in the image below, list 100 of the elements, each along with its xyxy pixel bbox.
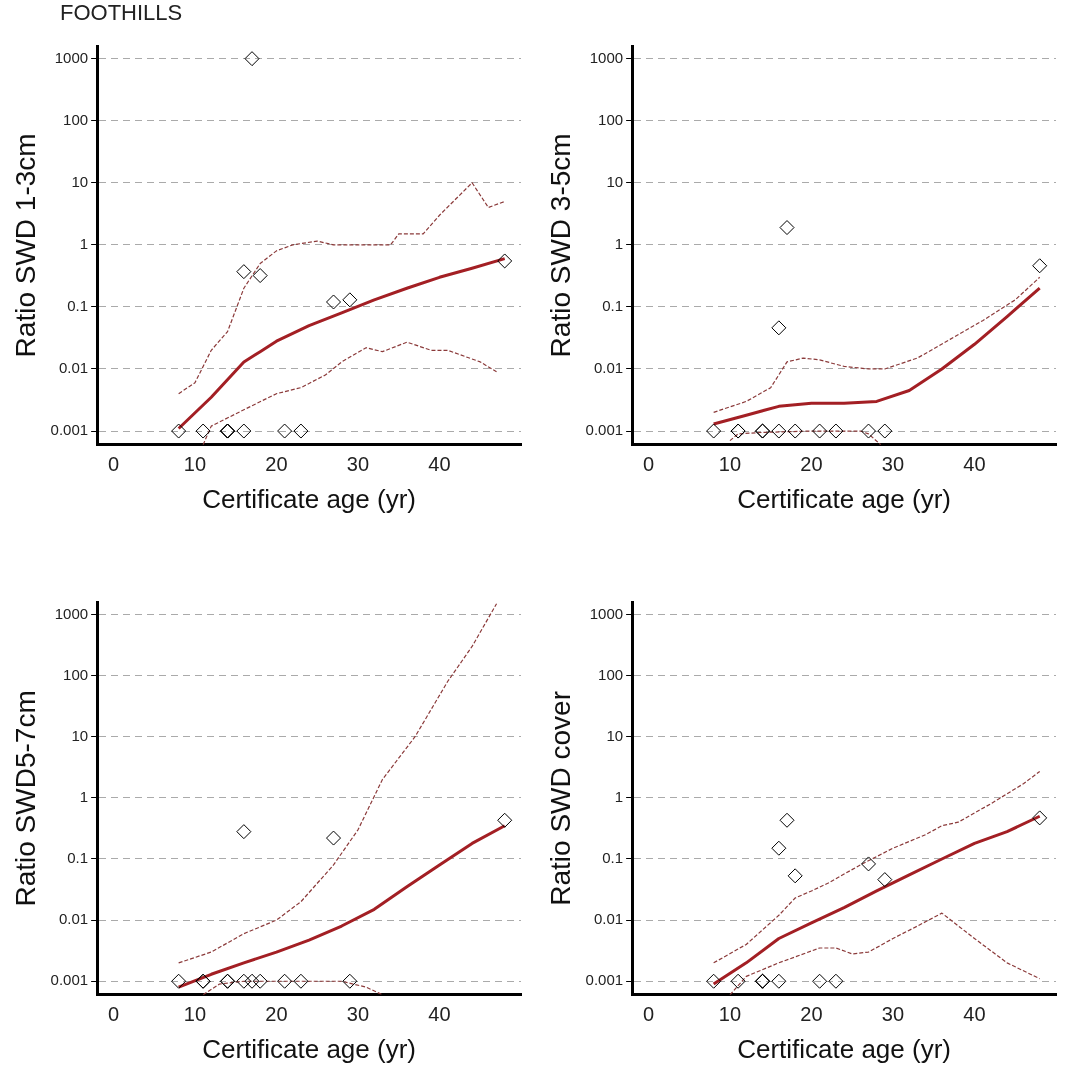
y-tick-label: 0.01	[58, 910, 89, 928]
point	[877, 423, 893, 439]
point	[326, 294, 342, 310]
x-tick-label: 0	[642, 453, 654, 476]
line-series	[178, 603, 498, 964]
point	[342, 973, 358, 989]
chart-title: FOOTHILLS	[60, 0, 183, 26]
point	[195, 423, 211, 439]
y-tick-label: 0.001	[585, 971, 624, 989]
point	[812, 973, 828, 989]
y-tick-label: 0.001	[585, 421, 624, 439]
x-tick-label: 0	[107, 1003, 119, 1026]
point	[812, 423, 828, 439]
point	[244, 51, 260, 67]
x-tick-label: 0	[107, 453, 119, 476]
point	[171, 423, 187, 439]
y-tick-label: 0.01	[593, 910, 624, 928]
x-tick-label: 10	[183, 453, 207, 476]
point	[293, 973, 309, 989]
y-tick-label: 1000	[589, 48, 624, 66]
x-tick-label: 10	[183, 1003, 207, 1026]
x-axis-title: Certificate age (yr)	[737, 483, 951, 514]
point	[171, 973, 187, 989]
point	[236, 824, 252, 840]
point	[877, 872, 893, 888]
y-tick-label: 0.01	[58, 359, 89, 377]
point	[1032, 258, 1048, 274]
y-tick-label: 1	[79, 234, 89, 252]
x-tick-label: 40	[428, 1003, 451, 1026]
y-tick-label: 10	[606, 726, 624, 744]
x-tick-label: 30	[346, 1003, 370, 1026]
point	[828, 973, 844, 989]
x-axis-title: Certificate age (yr)	[737, 1033, 951, 1064]
point	[828, 423, 844, 439]
y-tick-label: 0.1	[602, 297, 624, 315]
y-tick-label: 1	[79, 788, 89, 805]
y-tick-label: 100	[63, 110, 89, 128]
x-tick-label: 20	[265, 1003, 288, 1026]
point	[861, 423, 877, 439]
point	[277, 973, 293, 989]
x-axis-title: Certificate age (yr)	[202, 483, 416, 514]
point	[771, 840, 787, 856]
x-tick-label: 10	[718, 1003, 742, 1026]
point	[730, 973, 746, 989]
point	[779, 220, 795, 236]
y-tick-label: 10	[71, 726, 89, 744]
y-tick-label: 0.01	[593, 359, 624, 377]
y-tick-label: 100	[598, 110, 624, 128]
point	[252, 268, 268, 284]
point	[706, 423, 722, 439]
point	[771, 423, 787, 439]
line-series	[729, 912, 1041, 995]
point	[277, 423, 293, 439]
point	[497, 253, 513, 269]
y-tick-label: 0.001	[50, 421, 89, 439]
y-tick-label: 10	[606, 172, 624, 190]
y-axis-title: Ratio SWD cover	[544, 691, 576, 906]
x-tick-label: 30	[881, 1003, 905, 1026]
point	[497, 812, 513, 828]
y-tick-label: 1	[614, 788, 624, 805]
point	[236, 973, 252, 989]
x-tick-label: 40	[963, 453, 986, 476]
x-tick-label: 20	[800, 1003, 823, 1026]
point	[252, 973, 268, 989]
point	[244, 973, 260, 989]
y-tick-label: 1000	[54, 604, 89, 622]
x-tick-label: 30	[346, 453, 370, 476]
point	[236, 264, 252, 280]
x-tick-label: 30	[881, 453, 905, 476]
point	[771, 320, 787, 336]
x-tick-label: 20	[800, 453, 823, 476]
point	[787, 423, 803, 439]
x-tick-label: 40	[963, 1003, 986, 1026]
x-tick-label: 40	[428, 453, 451, 476]
point	[787, 868, 803, 884]
x-tick-label: 20	[265, 453, 288, 476]
y-tick-label: 10	[71, 172, 89, 190]
y-tick-label: 1000	[589, 604, 624, 622]
x-tick-label: 10	[718, 453, 742, 476]
point	[342, 292, 358, 308]
y-tick-label: 0.1	[67, 297, 89, 315]
y-tick-label: 0.1	[602, 849, 624, 867]
line-series	[713, 276, 1041, 413]
point	[293, 423, 309, 439]
y-tick-label: 1000	[54, 48, 89, 66]
point	[706, 973, 722, 989]
y-axis-title: Ratio SWD5-7cm	[9, 690, 41, 907]
y-tick-label: 100	[63, 665, 89, 683]
point	[771, 973, 787, 989]
y-tick-label: 100	[598, 665, 624, 683]
point	[861, 856, 877, 872]
y-tick-label: 0.1	[67, 849, 89, 867]
point	[779, 812, 795, 828]
y-tick-label: 0.001	[50, 971, 89, 989]
y-axis-title: Ratio SWD 1-3cm	[9, 133, 41, 358]
point	[1032, 810, 1048, 826]
y-tick-label: 1	[614, 234, 624, 252]
y-axis-title: Ratio SWD 3-5cm	[544, 133, 576, 358]
point	[326, 830, 342, 846]
line-series	[713, 770, 1041, 964]
